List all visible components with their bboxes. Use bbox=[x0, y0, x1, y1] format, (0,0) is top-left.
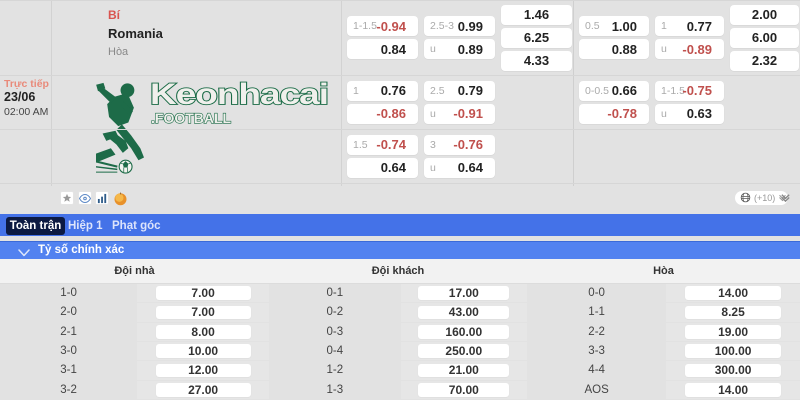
svg-text:Keonhacai: Keonhacai bbox=[150, 78, 328, 111]
svg-text:.FOOTBALL: .FOOTBALL bbox=[151, 110, 232, 126]
